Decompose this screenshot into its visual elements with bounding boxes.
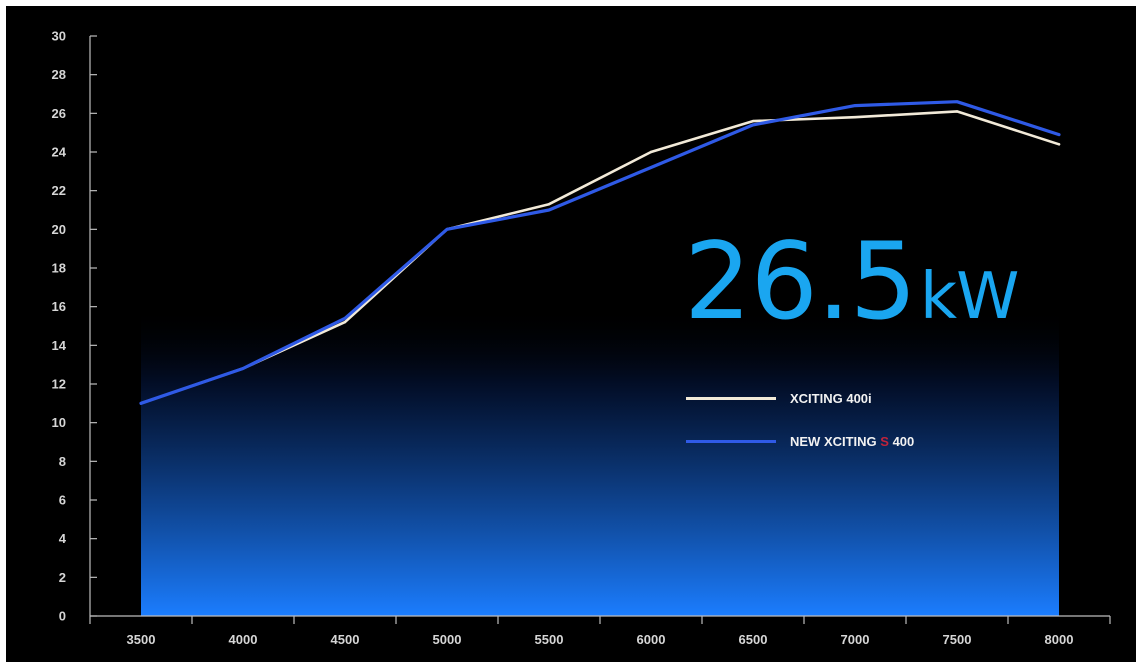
series-1-point: [547, 203, 551, 206]
legend-item-new-xciting-s-400: NEW XCITING S 400: [686, 431, 914, 451]
x-tick-label: 4000: [229, 632, 258, 647]
series-1-point: [343, 320, 347, 324]
chart-frame: 0 2 4 6 8 10 12 14 16 18 20 22 24 26 28 30 3500 4000 4500 5…: [6, 6, 1136, 662]
x-tick-label: 7500: [943, 632, 972, 647]
series-1-point: [1057, 143, 1061, 146]
headline-unit: kW: [920, 260, 1019, 334]
series-2-point: [343, 317, 347, 320]
series-2-point: [649, 166, 653, 169]
x-tick-label: 7000: [841, 632, 870, 647]
series-line-2: [139, 100, 1061, 405]
series-1-point: [751, 119, 755, 123]
y-tick-label: 4: [59, 531, 67, 546]
y-tick-label: 14: [52, 338, 67, 353]
y-tick-label: 10: [52, 415, 66, 430]
y-tick-label: 0: [59, 609, 66, 624]
x-tick-label: 6000: [637, 632, 666, 647]
legend-swatch: [686, 439, 776, 443]
x-tick-label: 5500: [535, 632, 564, 647]
y-tick-label: 2: [59, 570, 66, 585]
headline-value: 26.5: [684, 220, 917, 343]
series-1-point: [649, 150, 653, 154]
series-1-point: [955, 110, 959, 113]
y-tick-label: 26: [52, 106, 66, 121]
y-tick-label: 20: [52, 222, 66, 237]
y-tick-label: 16: [52, 299, 66, 314]
legend-label-post: 400: [888, 433, 915, 449]
legend-label: NEW XCITING S 400: [790, 434, 914, 449]
y-tick-label: 6: [59, 493, 66, 508]
y-tick-label: 30: [52, 29, 66, 44]
series-2-point: [445, 228, 449, 231]
peak-power-headline: 26.5kW: [684, 220, 1019, 343]
series-2-point: [1057, 133, 1061, 136]
x-tick-label: 8000: [1045, 632, 1074, 647]
legend-item-xciting-400i: XCITING 400i: [686, 388, 872, 408]
x-tick-label: 5000: [433, 632, 462, 647]
y-tick-label: 22: [52, 183, 66, 198]
legend-swatch: [686, 396, 776, 400]
y-tick-label: 28: [52, 67, 66, 82]
y-tick-label: 12: [52, 377, 66, 392]
series-2-point: [751, 123, 755, 127]
y-tick-label: 8: [59, 454, 66, 469]
x-tick-label: 4500: [331, 632, 360, 647]
series-2-point: [955, 100, 959, 103]
series-2-point: [139, 402, 143, 405]
series-2-point: [241, 367, 245, 370]
legend-label: XCITING 400i: [790, 390, 872, 406]
series-2-point: [547, 208, 551, 212]
series-1-point: [853, 116, 857, 119]
x-tick-label: 6500: [739, 632, 768, 647]
area-fill: [141, 306, 1059, 616]
series-2-point: [853, 104, 857, 107]
x-tick-label: 3500: [127, 632, 156, 647]
y-tick-label: 24: [52, 145, 67, 160]
y-tick-label: 18: [52, 261, 66, 276]
legend-label-accent: S: [880, 433, 889, 449]
series-line-1: [139, 110, 1061, 405]
legend-label-pre: NEW XCITING: [790, 433, 881, 449]
